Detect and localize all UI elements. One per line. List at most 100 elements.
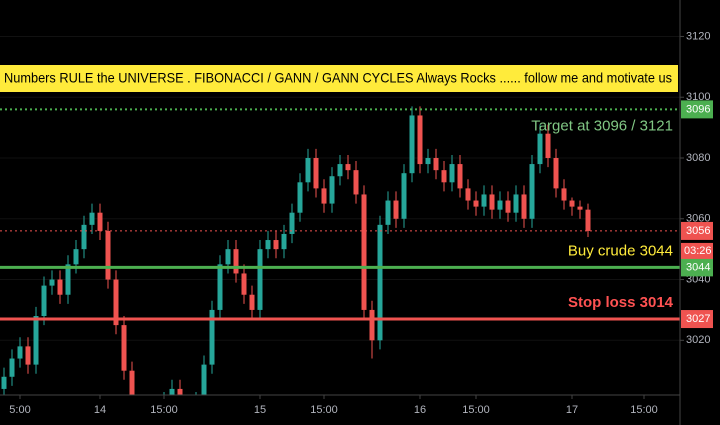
x-tick-label: 15:00 bbox=[630, 404, 658, 416]
y-tick-label: 3080 bbox=[686, 152, 710, 164]
candle-body bbox=[233, 249, 239, 274]
candle-body bbox=[313, 158, 319, 189]
candle-body bbox=[441, 170, 447, 183]
candle-body bbox=[425, 158, 431, 165]
y-tick-label: 3040 bbox=[686, 273, 710, 285]
annotations: Target at 3096 / 3121 Buy crude 3044 Stop … bbox=[531, 117, 673, 311]
price-tag bbox=[681, 221, 713, 240]
candle-body bbox=[361, 194, 367, 310]
banner-background bbox=[0, 65, 678, 92]
grid bbox=[0, 35, 680, 341]
candle-body bbox=[41, 285, 47, 316]
price-tag-label: 3096 bbox=[686, 103, 710, 115]
candle-body bbox=[105, 230, 111, 280]
candle-body bbox=[273, 240, 279, 250]
candle-body bbox=[385, 200, 391, 225]
price-tag-label: 3044 bbox=[686, 261, 710, 273]
candle-body bbox=[257, 249, 263, 310]
x-tick-label: 14 bbox=[94, 404, 106, 416]
levels bbox=[0, 108, 680, 321]
candle-body bbox=[337, 164, 343, 177]
candle-body bbox=[481, 194, 487, 207]
candle-body bbox=[329, 176, 335, 204]
candle-body bbox=[465, 188, 471, 201]
candle-body bbox=[265, 240, 271, 250]
candle-body bbox=[9, 358, 15, 377]
candle-body bbox=[201, 364, 207, 395]
x-tick-label: 15:00 bbox=[310, 404, 338, 416]
candle-body bbox=[377, 224, 383, 341]
x-axis: 5:00 14 15:00 15 15:00 16 15:00 17 15:00 bbox=[9, 395, 658, 416]
candle-body bbox=[73, 249, 79, 265]
candle-body bbox=[449, 164, 455, 183]
candle-body bbox=[433, 158, 439, 171]
candle-body bbox=[457, 164, 463, 189]
countdown-label: 03:26 bbox=[684, 245, 712, 257]
price-tags: 3096 3056 3044 3027 03:26 bbox=[681, 100, 713, 329]
y-tick-label: 3100 bbox=[686, 91, 710, 103]
candle-body bbox=[305, 158, 311, 183]
x-tick-label: 15:00 bbox=[462, 404, 490, 416]
candle-body bbox=[353, 170, 359, 195]
y-tick-label: 3020 bbox=[686, 334, 710, 346]
candle-body bbox=[409, 115, 415, 174]
candle-body bbox=[241, 273, 247, 295]
candle-body bbox=[89, 212, 95, 225]
candle-body bbox=[401, 173, 407, 219]
candle-body bbox=[49, 279, 55, 286]
candle-body bbox=[513, 194, 519, 213]
candle-body bbox=[81, 224, 87, 250]
price-tag bbox=[681, 100, 713, 119]
candle-body bbox=[321, 188, 327, 204]
candle-body bbox=[417, 115, 423, 165]
price-tag-label: 3027 bbox=[686, 313, 710, 325]
candle-body bbox=[65, 264, 71, 295]
annotation: Buy crude 3044 bbox=[568, 242, 673, 259]
candle-body bbox=[281, 233, 287, 250]
candle-body bbox=[33, 316, 39, 365]
y-tick-label: 3060 bbox=[686, 213, 710, 225]
banner: Numbers RULE the UNIVERSE . FIBONACCI / … bbox=[0, 65, 678, 92]
candle-body bbox=[297, 182, 303, 213]
candle-body bbox=[225, 249, 231, 265]
candle-body bbox=[473, 200, 479, 207]
x-tick-label: 15:00 bbox=[150, 404, 178, 416]
candle-body bbox=[537, 133, 543, 165]
candle-body bbox=[505, 200, 511, 213]
candle-body bbox=[249, 294, 255, 310]
candle-body bbox=[177, 388, 183, 395]
candles bbox=[1, 106, 591, 395]
candle-body bbox=[569, 200, 575, 207]
candle-body bbox=[129, 370, 135, 395]
candle-body bbox=[489, 194, 495, 210]
price-tag bbox=[681, 310, 713, 329]
candle-body bbox=[121, 325, 127, 371]
x-tick-label: 17 bbox=[566, 404, 578, 416]
candle-body bbox=[345, 164, 351, 171]
candle-body bbox=[217, 264, 223, 310]
price-tag-label: 3056 bbox=[686, 225, 710, 237]
candle-body bbox=[545, 133, 551, 158]
y-tick-label: 3120 bbox=[686, 30, 710, 42]
candle-body bbox=[529, 164, 535, 219]
candle-body bbox=[1, 376, 7, 389]
annotation: Stop loss 3014 bbox=[568, 294, 674, 311]
candle-body bbox=[25, 346, 31, 365]
candle-body bbox=[393, 200, 399, 219]
countdown-tag bbox=[681, 242, 713, 259]
x-tick-label: 16 bbox=[414, 404, 426, 416]
y-axis: 3020 3040 3060 3080 3100 3120 bbox=[680, 30, 710, 346]
candle-body bbox=[561, 188, 567, 201]
candle-body bbox=[497, 200, 503, 210]
candle-body bbox=[577, 206, 583, 210]
candle-body bbox=[289, 212, 295, 234]
candle-body bbox=[209, 309, 215, 365]
candle-body bbox=[97, 212, 103, 231]
candle-body bbox=[17, 346, 23, 359]
x-tick-label: 15 bbox=[254, 404, 266, 416]
candle-body bbox=[585, 209, 591, 231]
candle-body bbox=[553, 158, 559, 189]
